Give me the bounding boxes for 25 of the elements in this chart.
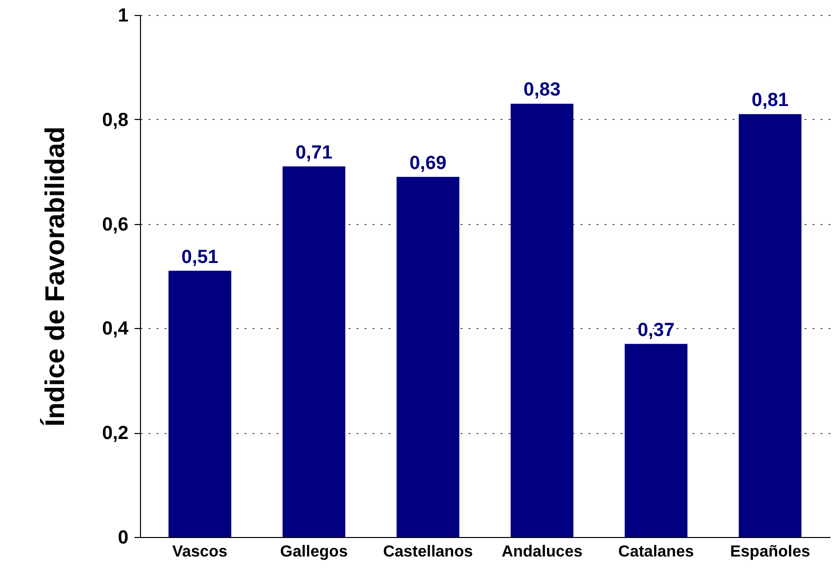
data-label: 0,51: [181, 246, 219, 268]
x-tick-label: Gallegos: [280, 544, 348, 560]
data-label: 0,69: [409, 152, 446, 174]
data-label: 0,37: [638, 320, 675, 341]
y-tick-label: 0,8: [102, 110, 128, 131]
x-tick-label: Andaluces: [502, 544, 583, 560]
y-tick-label: 0,4: [102, 318, 129, 340]
x-tick-label: Españoles: [730, 544, 810, 560]
data-label: 0,83: [524, 80, 561, 101]
data-label: 0,81: [752, 90, 790, 112]
y-axis-title: Índice de Favorabilidad: [40, 126, 70, 427]
x-tick-label: Vascos: [172, 544, 228, 560]
y-tick-label: 0: [118, 528, 128, 548]
x-tick-label: Castellanos: [383, 544, 473, 560]
y-tick-label: 1: [118, 6, 129, 26]
bar: [624, 344, 688, 537]
bar: [168, 270, 232, 537]
data-label: 0,71: [295, 142, 333, 164]
bar: [396, 176, 460, 537]
x-tick-label: Catalanes: [618, 544, 694, 560]
bar: [510, 104, 574, 537]
y-tick-label: 0,6: [102, 214, 128, 236]
bar: [738, 114, 802, 537]
bar: [282, 166, 346, 537]
y-tick-label: 0,2: [102, 423, 128, 444]
